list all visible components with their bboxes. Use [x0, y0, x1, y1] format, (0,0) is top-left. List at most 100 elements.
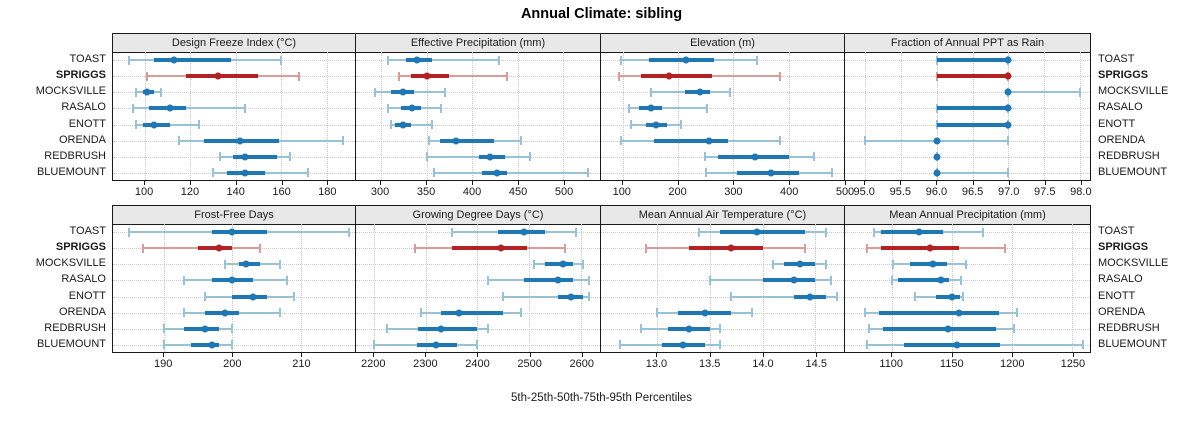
station-label-right: ENOTT: [1098, 117, 1136, 130]
whisker-cap: [619, 340, 622, 350]
whisker-cap: [450, 227, 453, 237]
median-dot: [215, 244, 223, 252]
median-dot: [955, 309, 963, 317]
median-dot: [751, 153, 759, 161]
axis-tick: [1072, 353, 1074, 357]
median-dot: [432, 341, 440, 349]
whisker-cap: [645, 243, 648, 253]
v-gridline: [762, 224, 764, 352]
whisker-cap: [586, 168, 589, 178]
v-gridline: [426, 52, 428, 180]
median-dot: [567, 293, 575, 301]
interquartile-bar-25th-75th: [211, 230, 267, 235]
axis-tick-label: 95.5: [889, 186, 912, 198]
station-label-left: ENOTT: [68, 289, 106, 302]
axis-tick: [232, 353, 234, 357]
v-gridline: [477, 224, 479, 352]
h-gridline: [113, 328, 355, 330]
station-label-right: SPRIGGS: [1098, 69, 1149, 82]
interquartile-bar-25th-75th: [936, 106, 1009, 111]
whisker-cap: [486, 275, 489, 285]
whisker-cap: [183, 308, 186, 318]
axis-tick: [281, 181, 283, 185]
axis-tick-label: 95.0: [853, 186, 875, 198]
interquartile-bar-25th-75th: [185, 74, 259, 79]
h-gridline: [845, 156, 1090, 158]
median-dot: [493, 169, 501, 177]
median-dot: [143, 88, 151, 96]
whisker-cap: [298, 71, 301, 81]
axis-tick: [380, 181, 382, 185]
whisker-cap: [198, 120, 201, 130]
whisker-5th-95th: [1008, 91, 1080, 94]
whisker-5th-95th: [388, 59, 499, 62]
station-label-left: ENOTT: [68, 117, 106, 130]
v-gridline: [235, 52, 237, 180]
station-label-left: ORENDA: [58, 305, 106, 318]
median-dot: [554, 276, 562, 284]
median-dot: [452, 137, 460, 145]
whisker-cap: [428, 136, 431, 146]
v-gridline: [232, 224, 234, 352]
panel-growing-degree-days-c-: Growing Degree Days (°C): [355, 205, 601, 353]
axis-tick-label: 97.0: [997, 186, 1020, 198]
median-dot: [948, 293, 956, 301]
panel-fraction-of-annual-ppt-as-rain: Fraction of Annual PPT as Rain: [844, 33, 1091, 181]
whisker-cap: [835, 292, 838, 302]
station-label-left: RASALO: [61, 101, 106, 114]
panel-body: [356, 224, 600, 352]
v-gridline: [374, 224, 376, 352]
axis-tick-label: 2300: [413, 358, 438, 370]
interquartile-bar-25th-75th: [153, 58, 232, 63]
axis-tick: [900, 181, 902, 185]
v-gridline: [190, 52, 192, 180]
whisker-cap: [432, 168, 435, 178]
axis-tick: [789, 181, 791, 185]
v-gridline: [972, 52, 974, 180]
interquartile-bar-25th-75th: [654, 138, 729, 143]
panel-elevation-m-: Elevation (m): [600, 33, 845, 181]
whisker-cap: [146, 71, 149, 81]
whisker-cap: [728, 87, 731, 97]
station-label-left: BLUEMOUNT: [36, 165, 106, 178]
whisker-cap: [965, 259, 968, 269]
interquartile-bar-25th-75th: [762, 278, 816, 283]
whisker-cap: [177, 136, 180, 146]
whisker-cap: [619, 55, 622, 65]
whisker-cap: [564, 243, 567, 253]
median-dot: [933, 137, 941, 145]
v-gridline: [163, 224, 165, 352]
whisker-cap: [279, 308, 282, 318]
axis-tick: [373, 353, 375, 357]
x-axis: 13.0 13.5 14.0 14.5: [600, 353, 845, 375]
median-dot: [214, 72, 222, 80]
whisker-cap: [864, 136, 867, 146]
strip-title: Mean Annual Precipitation (mm): [845, 206, 1090, 225]
whisker-5th-95th: [433, 171, 588, 174]
whisker-cap: [705, 168, 708, 178]
v-gridline: [425, 224, 427, 352]
whisker-cap: [961, 292, 964, 302]
h-gridline: [601, 108, 844, 110]
panel-body: [113, 224, 355, 352]
median-dot: [236, 137, 244, 145]
median-dot: [953, 341, 961, 349]
median-dot: [399, 121, 407, 129]
strip-title: Mean Annual Air Temperature (°C): [601, 206, 844, 225]
whisker-cap: [373, 87, 376, 97]
axis-tick: [1044, 181, 1046, 185]
interquartile-bar-25th-75th: [936, 122, 1009, 127]
axis-tick: [733, 181, 735, 185]
whisker-cap: [1081, 340, 1084, 350]
interquartile-bar-25th-75th: [451, 246, 527, 251]
whisker-cap: [258, 243, 261, 253]
whisker-cap: [680, 120, 683, 130]
whisker-cap: [587, 275, 590, 285]
axis-tick-label: 160: [272, 186, 291, 198]
whisker-cap: [387, 55, 390, 65]
axis-tick-label: 100: [134, 186, 154, 198]
whisker-cap: [755, 55, 758, 65]
x-axis: 100 200 300 400 500: [600, 181, 854, 203]
median-dot: [696, 88, 704, 96]
station-label-left: TOAST: [69, 225, 106, 238]
